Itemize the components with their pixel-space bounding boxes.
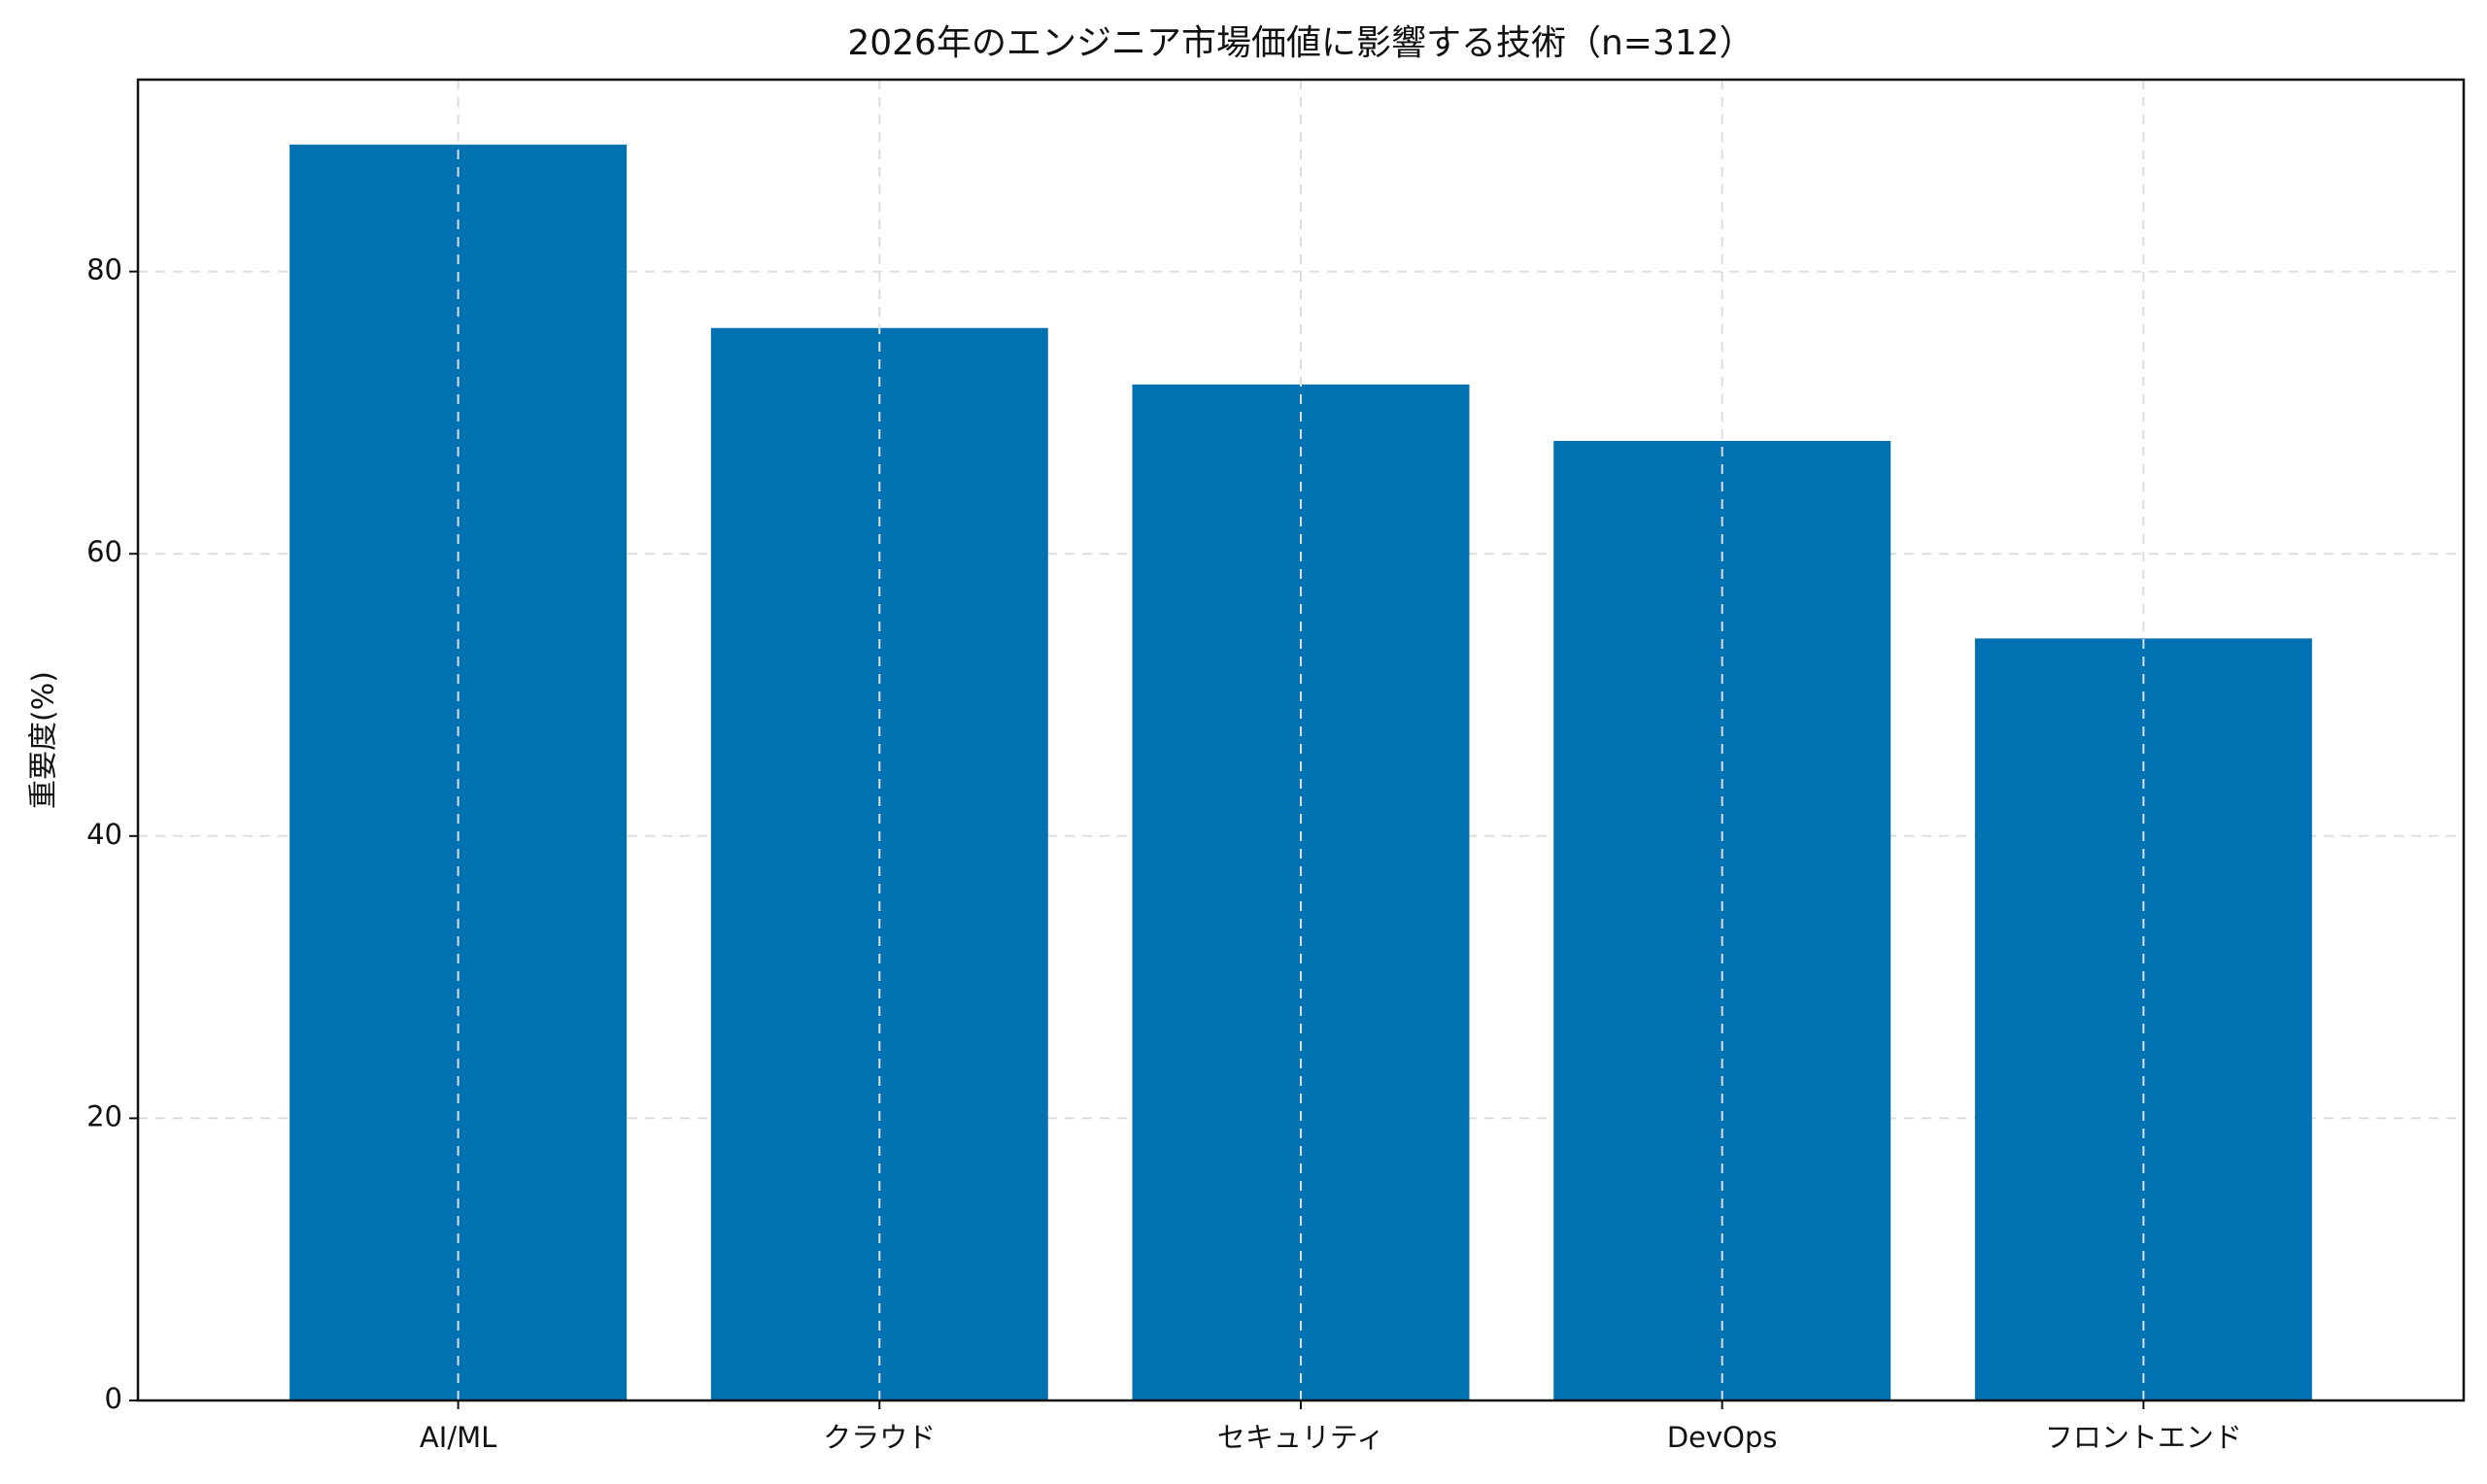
- x-tick-label: フロントエンド: [2045, 1421, 2242, 1454]
- x-tick-label: DevOps: [1667, 1421, 1778, 1454]
- x-tick-label: クラウド: [823, 1421, 936, 1454]
- y-axis-label: 重要度(%): [27, 671, 61, 809]
- x-tick-label: セキュリティ: [1217, 1421, 1384, 1454]
- x-tick-label: AI/ML: [420, 1421, 496, 1454]
- y-tick-label: 60: [86, 535, 122, 568]
- y-tick-label: 40: [86, 818, 122, 851]
- bar: [290, 144, 628, 1400]
- y-tick-label: 0: [105, 1382, 122, 1415]
- plot-frame: [136, 78, 2466, 1402]
- y-tick-label: 80: [86, 253, 122, 287]
- chart-title: 2026年のエンジニア市場価値に影響する技術（n=312）: [847, 23, 1754, 63]
- y-tick-label: 20: [86, 1099, 122, 1132]
